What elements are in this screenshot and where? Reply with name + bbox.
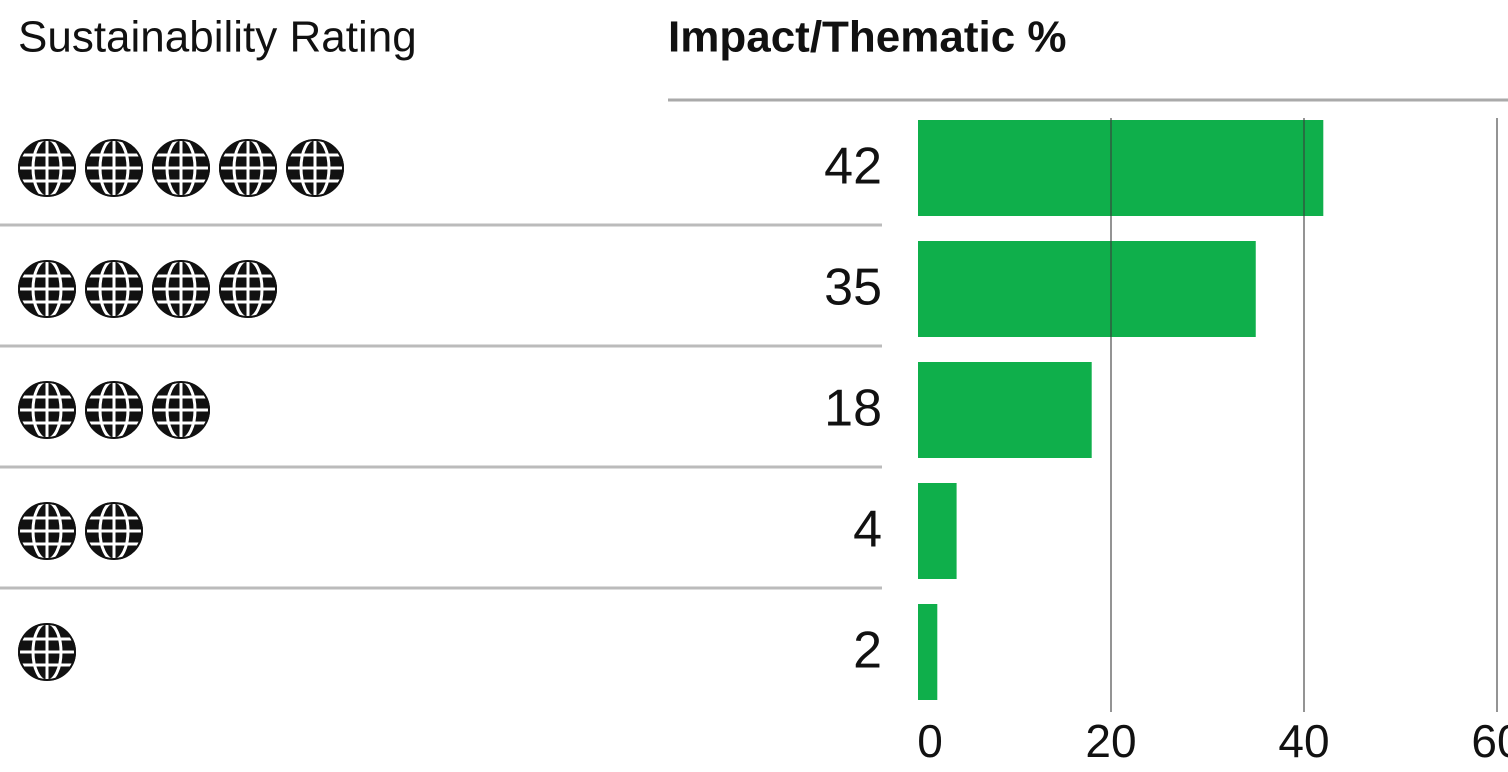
bar bbox=[918, 241, 1256, 337]
globe-rim bbox=[152, 139, 210, 197]
globe-rim bbox=[152, 260, 210, 318]
x-tick-label: 20 bbox=[1085, 715, 1136, 767]
rating-globes bbox=[18, 500, 143, 562]
globe-rim bbox=[18, 623, 76, 681]
value-label: 42 bbox=[824, 138, 882, 196]
rating-globes bbox=[18, 621, 76, 683]
value-label: 35 bbox=[824, 259, 882, 317]
globe-rim bbox=[85, 381, 143, 439]
x-tick-label: 60 bbox=[1471, 715, 1508, 767]
value-label: 18 bbox=[824, 380, 882, 438]
globe-rim bbox=[85, 260, 143, 318]
globe-rim bbox=[18, 381, 76, 439]
globe-rim bbox=[18, 139, 76, 197]
value-label: 2 bbox=[853, 622, 882, 680]
rating-globes bbox=[18, 137, 344, 199]
x-tick-label: 40 bbox=[1278, 715, 1329, 767]
globe-rim bbox=[286, 139, 344, 197]
value-label: 4 bbox=[853, 501, 882, 559]
globe-rim bbox=[85, 502, 143, 560]
globe-rim bbox=[219, 139, 277, 197]
bar bbox=[918, 362, 1092, 458]
chart-title: Impact/Thematic % bbox=[668, 13, 1067, 62]
row-header: Sustainability Rating bbox=[18, 13, 417, 62]
globe-rim bbox=[152, 381, 210, 439]
bar bbox=[918, 120, 1324, 216]
globe-rim bbox=[85, 139, 143, 197]
globe-rim bbox=[219, 260, 277, 318]
globe-rim bbox=[18, 502, 76, 560]
rating-globes bbox=[18, 258, 277, 320]
bar bbox=[918, 604, 938, 700]
bar bbox=[918, 483, 957, 579]
globe-rim bbox=[18, 260, 76, 318]
x-tick-label: 0 bbox=[917, 715, 943, 767]
rating-globes bbox=[18, 379, 210, 441]
